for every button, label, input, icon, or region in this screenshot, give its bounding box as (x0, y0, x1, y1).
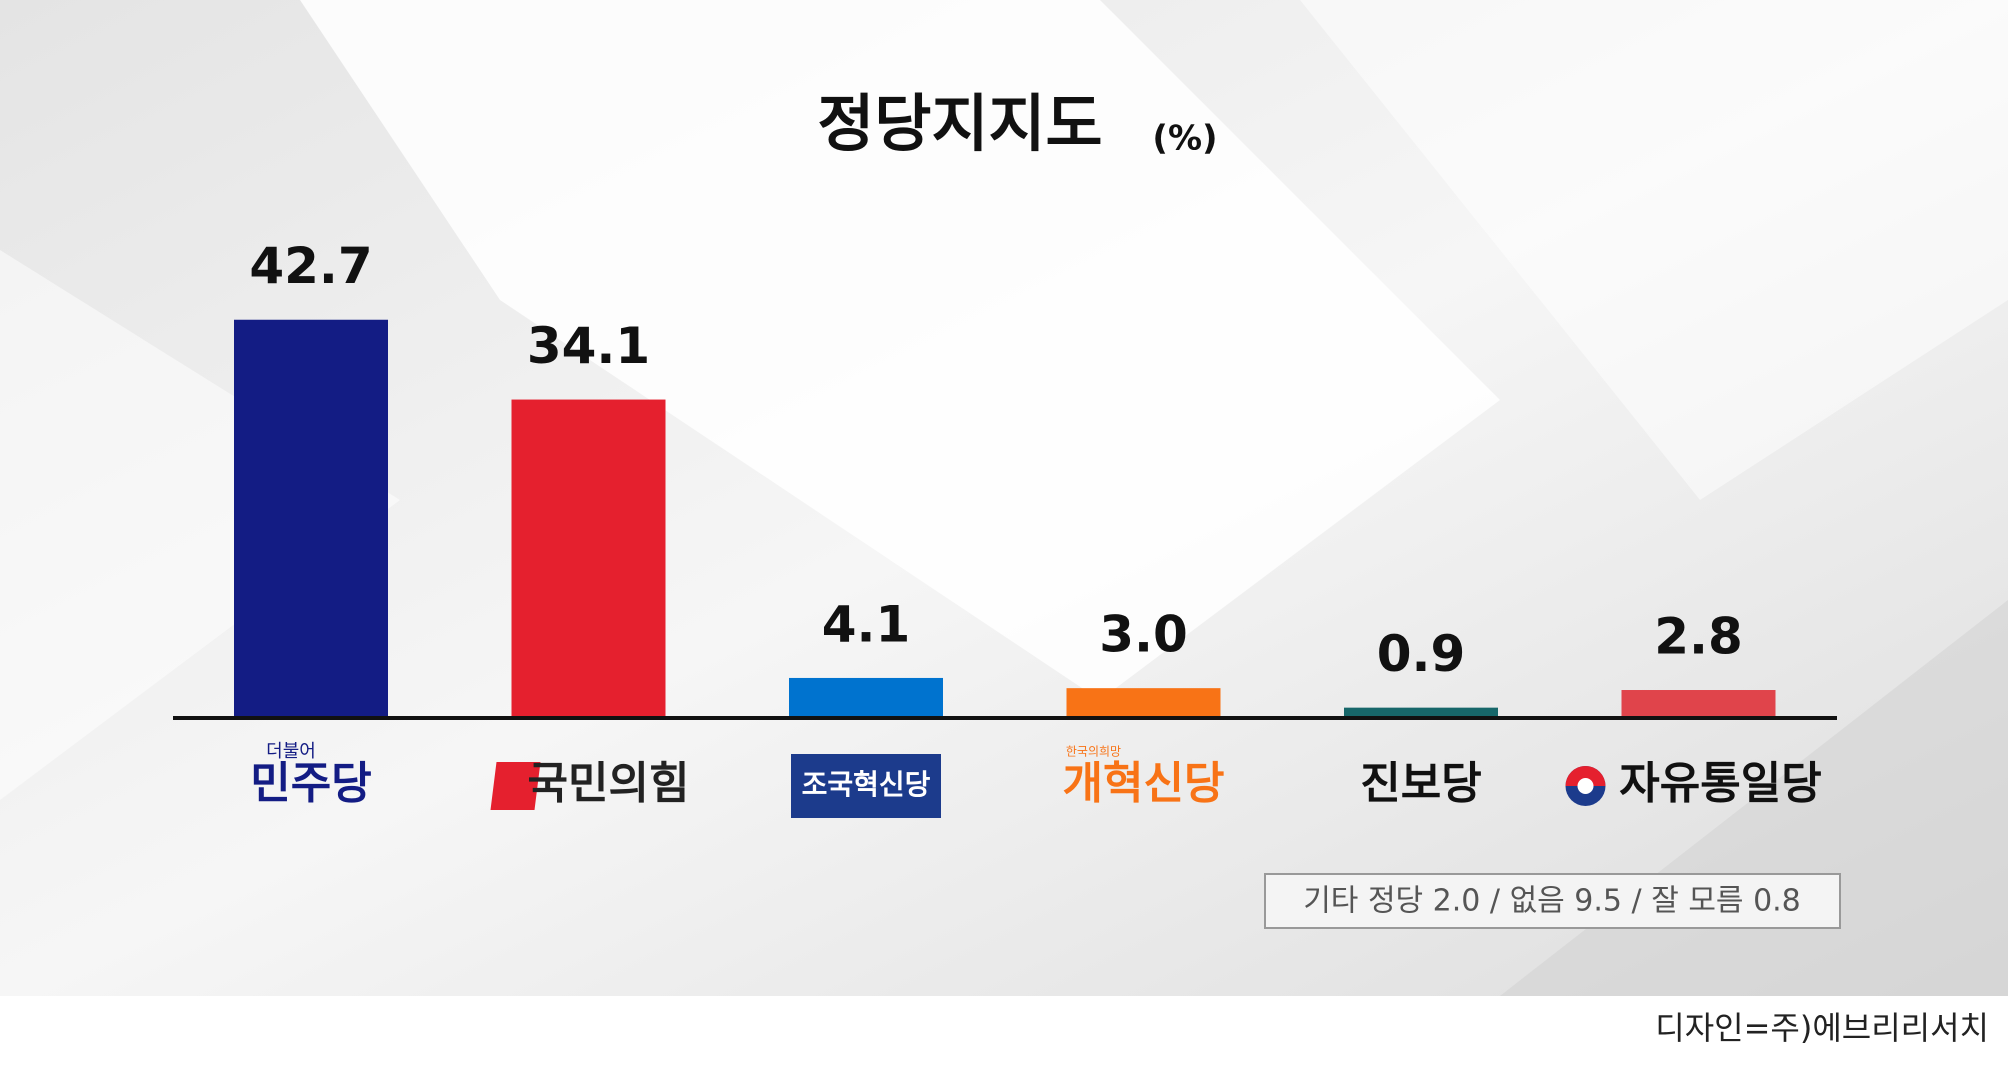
background-shape (300, 0, 1500, 700)
logo-mark (490, 762, 541, 810)
bar (1621, 690, 1776, 716)
x-tick-label: 개혁신당 (1063, 758, 1225, 809)
bar (1344, 707, 1498, 716)
value-label: 3.0 (1099, 606, 1188, 664)
logo-mark (1577, 778, 1594, 794)
x-tick-label: 진보당 (1360, 758, 1481, 809)
footer-strip (0, 996, 2008, 1073)
x-tick-label: 민주당 (250, 758, 371, 809)
chart-title: 정당지지도 (817, 87, 1102, 160)
bar (789, 677, 943, 716)
x-tick-label: 조국혁신당 (802, 768, 931, 801)
bar (234, 319, 388, 716)
value-label: 0.9 (1377, 625, 1466, 683)
logo-mark (1565, 766, 1606, 786)
logo-caption: 더불어 (266, 741, 316, 762)
value-label: 2.8 (1654, 608, 1743, 666)
source: 디자인=주)에브리리서치 (1655, 1009, 1989, 1047)
bar (1066, 688, 1221, 716)
background-shape (0, 250, 400, 800)
bar (511, 399, 666, 716)
background-shape (1300, 0, 2008, 500)
value-label: 4.1 (822, 595, 911, 653)
value-label: 34.1 (527, 317, 650, 375)
unit-label: (%) (1152, 119, 1217, 159)
value-label: 42.7 (249, 237, 372, 295)
logo-box (791, 754, 941, 818)
x-tick-label: 국민의힘 (528, 758, 690, 809)
note-box (1264, 873, 1841, 929)
note: 기타 정당 2.0 / 없음 9.5 / 잘 모름 0.8 (1303, 884, 1801, 919)
x-tick-label: 자유통일당 (1619, 758, 1821, 809)
logo-caption: 한국의희망 (1066, 745, 1121, 759)
